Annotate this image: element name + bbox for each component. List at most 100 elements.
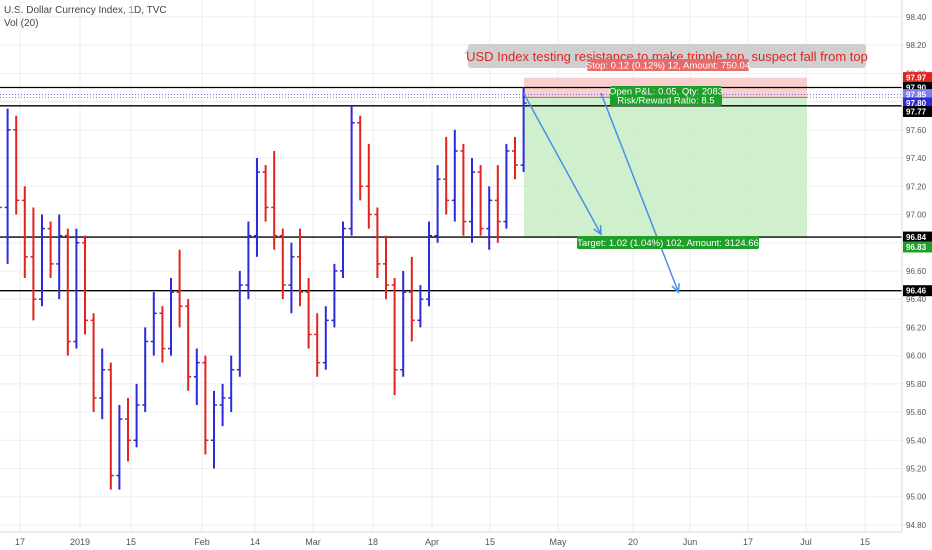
price-tag-label: 97.97 — [906, 74, 927, 83]
ohlc-bar — [426, 221, 432, 307]
price-tag-bg — [903, 89, 932, 101]
ohlc-bar — [254, 158, 260, 257]
arrow-shaft — [522, 92, 602, 235]
stop-label: Stop: 0.12 (0.12%) 12, Amount: 750.04 — [586, 59, 750, 72]
price-tick-label: 97.60 — [906, 126, 927, 135]
ohlc-bar — [236, 270, 243, 377]
projection-arrow — [600, 92, 680, 294]
price-tag: 97.85 — [903, 89, 932, 101]
price-tick-label: 97.00 — [906, 210, 927, 219]
ohlc-bar — [357, 115, 364, 201]
arrow-head — [671, 283, 680, 294]
price-tag: 97.97 — [903, 72, 932, 84]
ohlc-bar — [168, 277, 174, 356]
price-tag: 96.46 — [903, 285, 932, 297]
price-tick-label: 96.00 — [906, 352, 927, 361]
price-tick-label: 95.20 — [906, 464, 927, 473]
ohlc-bar — [39, 214, 45, 307]
target-label-text: Target: 1.02 (1.04%) 102, Amount: 3124.6… — [577, 238, 759, 249]
ohlc-bar — [340, 221, 346, 278]
ohlc-bar — [322, 306, 329, 370]
price-tick-label: 95.00 — [906, 493, 927, 502]
arrow-shaft — [600, 92, 680, 293]
ohlc-bar — [185, 299, 192, 391]
ohlc-bar — [383, 235, 389, 300]
time-tick-label: 15 — [126, 537, 136, 547]
time-axis-bg[interactable] — [0, 532, 932, 550]
ohlc-bar — [486, 186, 493, 250]
time-tick-label: 18 — [368, 537, 378, 547]
target-label-bg — [577, 236, 759, 249]
ohlc-bar — [0, 206, 2, 209]
time-tick-label: Apr — [425, 537, 439, 547]
price-tag-bg — [903, 97, 932, 109]
price-tag-label: 96.83 — [906, 243, 927, 252]
projection-arrows — [522, 92, 680, 294]
ohlc-bar — [477, 165, 484, 236]
callout-box — [468, 44, 866, 68]
time-tick-label: Jun — [683, 537, 698, 547]
ohlc-bar — [64, 228, 71, 356]
price-tag: 97.90 — [903, 81, 932, 93]
ohlc-bar — [365, 143, 372, 229]
price-tag: 97.77 — [903, 105, 932, 117]
risk-reward-text: Risk/Reward Ratio: 8.5 — [617, 96, 714, 107]
volume-indicator-label: Vol (20) — [4, 18, 39, 29]
ohlc-bar — [417, 285, 424, 328]
resistance-note-callout[interactable]: USD Index testing resistance to make tri… — [464, 44, 868, 68]
ohlc-bar — [245, 221, 252, 300]
price-tag: 97.80 — [903, 97, 932, 109]
price-tag-bg — [903, 285, 932, 297]
price-tag-bg — [903, 81, 932, 93]
time-tick-label: 15 — [860, 537, 870, 547]
price-tick-label: 95.60 — [906, 408, 927, 417]
ohlc-bar — [125, 397, 131, 462]
time-tick-label: May — [549, 537, 567, 547]
ohlc-bar — [434, 165, 441, 243]
price-tick-label: 96.20 — [906, 323, 927, 332]
ohlc-bar — [107, 362, 114, 490]
ohlc-bar — [400, 270, 407, 377]
ohlc-bar — [331, 263, 338, 328]
time-tick-label: 17 — [743, 537, 753, 547]
price-tick-label: 98.40 — [906, 13, 927, 22]
time-tick-label: 15 — [485, 537, 495, 547]
time-tick-label: 20 — [628, 537, 638, 547]
price-tick-label: 95.40 — [906, 436, 927, 445]
callout-text: USD Index testing resistance to make tri… — [466, 49, 868, 64]
ohlc-bar — [374, 207, 381, 278]
ohlc-bar — [90, 313, 97, 413]
ohlc-bar — [391, 277, 398, 396]
ohlc-bar — [21, 186, 28, 278]
ohlc-bar — [211, 390, 217, 469]
price-tag: 96.84 — [903, 231, 932, 243]
ohlc-bar — [451, 129, 458, 222]
chart-legend: U.S. Dollar Currency Index, 1D, TVC Vol … — [4, 4, 167, 30]
price-tick-label: 97.40 — [906, 154, 927, 163]
ohlc-bar — [305, 277, 312, 349]
open-pl-label-bg — [610, 86, 722, 106]
price-tag-label: 97.85 — [906, 91, 927, 100]
ohlc-bar — [116, 404, 123, 490]
price-tick-label: 96.60 — [906, 267, 927, 276]
time-axis-ticks: 17 2019 15 Feb 14 Mar 18 Apr 15 May 20 Jun 17 Jul 15 — [15, 537, 870, 547]
price-tag-bg — [903, 231, 932, 243]
ohlc-bar — [82, 235, 88, 335]
price-tick-label: 96.40 — [906, 295, 927, 304]
ohlc-bar — [30, 207, 37, 321]
ohlc-bar — [133, 383, 140, 448]
price-tag-label: 97.77 — [906, 107, 927, 116]
ohlc-bar — [99, 348, 106, 420]
time-tick-label: 2019 — [70, 537, 90, 547]
grid-lines — [0, 0, 902, 532]
ohlc-bar — [469, 158, 475, 243]
price-tick-label: 95.80 — [906, 380, 927, 389]
price-tick-label: 98.20 — [906, 41, 927, 50]
price-tag-bg — [903, 241, 932, 253]
ohlc-bar — [47, 221, 54, 278]
time-tick-label: Mar — [305, 537, 321, 547]
ohlc-bar — [202, 355, 209, 455]
arrow-head — [593, 225, 602, 236]
stop-label-text: Stop: 0.12 (0.12%) 12, Amount: 750.04 — [586, 61, 750, 72]
